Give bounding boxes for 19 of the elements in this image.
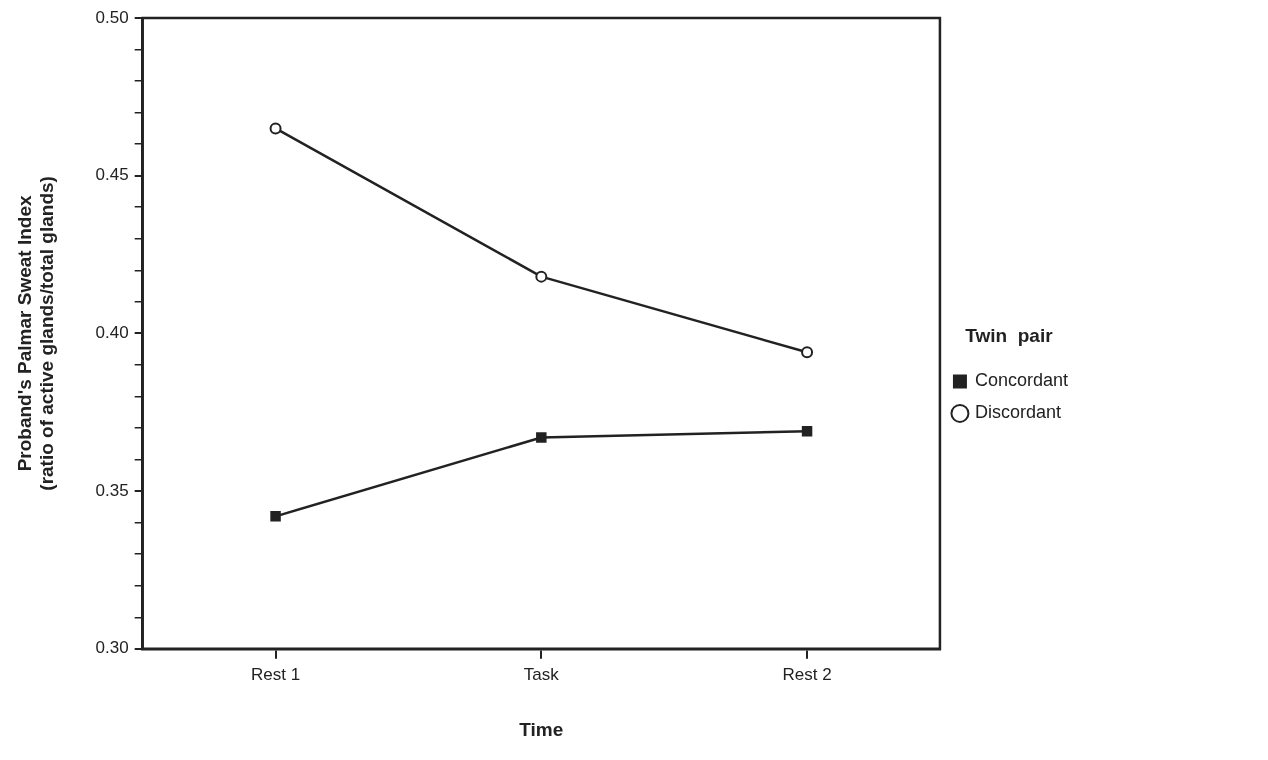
x-tick-label: Rest 1 [250,664,301,684]
point [535,270,548,283]
y-tick-label: 0.30 [95,638,129,658]
y-tick-label: 0.45 [95,165,129,185]
point [269,122,282,135]
legend-title: Twin pair [965,325,1054,347]
y-tick-label: 0.40 [95,323,129,343]
y-tick-label: 0.50 [95,7,129,27]
x-tick-label: Rest 2 [782,664,832,684]
legend-label: Concordant [974,370,1068,391]
y-tick-label: 0.35 [95,480,129,500]
point [270,511,281,522]
x-axis-title: Time [519,718,564,740]
x-tick-label: Task [523,664,560,684]
point [536,432,547,443]
point [801,346,814,359]
point [801,425,813,437]
y-axis-title: Proband's Palmar Sweat Index (ratio of active glands/total glands) [13,176,58,491]
legend-label: Discordant [974,402,1061,423]
